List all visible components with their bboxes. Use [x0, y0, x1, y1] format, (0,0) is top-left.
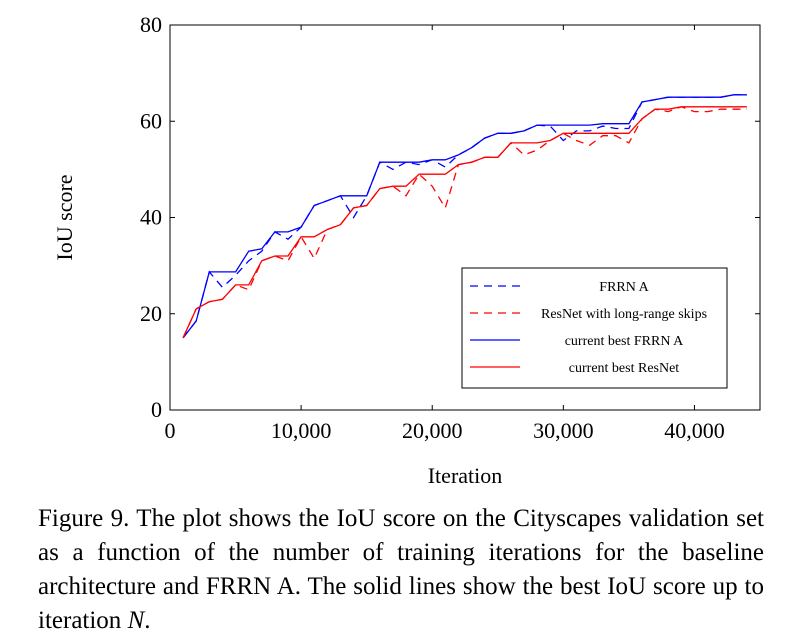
x-tick-label: 40,000	[664, 418, 725, 443]
legend-label: current best ResNet	[569, 361, 680, 376]
y-tick-label: 20	[140, 301, 162, 326]
x-tick-label: 30,000	[533, 418, 594, 443]
series-line-2	[182, 94, 747, 339]
legend: FRRN A ResNet with long-range skips curren…	[461, 267, 728, 389]
legend-box	[461, 267, 728, 389]
y-tick-label: 80	[140, 12, 162, 37]
caption-end: .	[144, 607, 151, 634]
series-line-3	[182, 106, 747, 339]
plot-series	[182, 94, 747, 339]
iou-line-chart: 0 10,000 20,000 30,000 40,000 0 20 40 60 80 Itera…	[52, 12, 761, 488]
x-axis-label: Iteration	[428, 463, 503, 488]
caption-variable: N	[127, 607, 145, 634]
x-tick-label: 20,000	[402, 418, 463, 443]
y-axis-label: IoU score	[52, 174, 77, 260]
y-tick-label: 40	[140, 205, 162, 230]
y-tick-label: 0	[151, 397, 162, 422]
y-tick-label: 60	[140, 108, 162, 133]
axes: 0 10,000 20,000 30,000 40,000 0 20 40 60 80	[140, 12, 760, 443]
legend-label: FRRN A	[599, 280, 649, 295]
caption-text: Figure 9. The plot shows the IoU score o…	[38, 505, 764, 634]
legend-label: current best FRRN A	[565, 334, 684, 349]
x-tick-label: 0	[165, 418, 176, 443]
legend-label: ResNet with long-range skips	[541, 307, 707, 322]
figure-caption: Figure 9. The plot shows the IoU score o…	[38, 502, 764, 638]
x-tick-label: 10,000	[271, 418, 332, 443]
